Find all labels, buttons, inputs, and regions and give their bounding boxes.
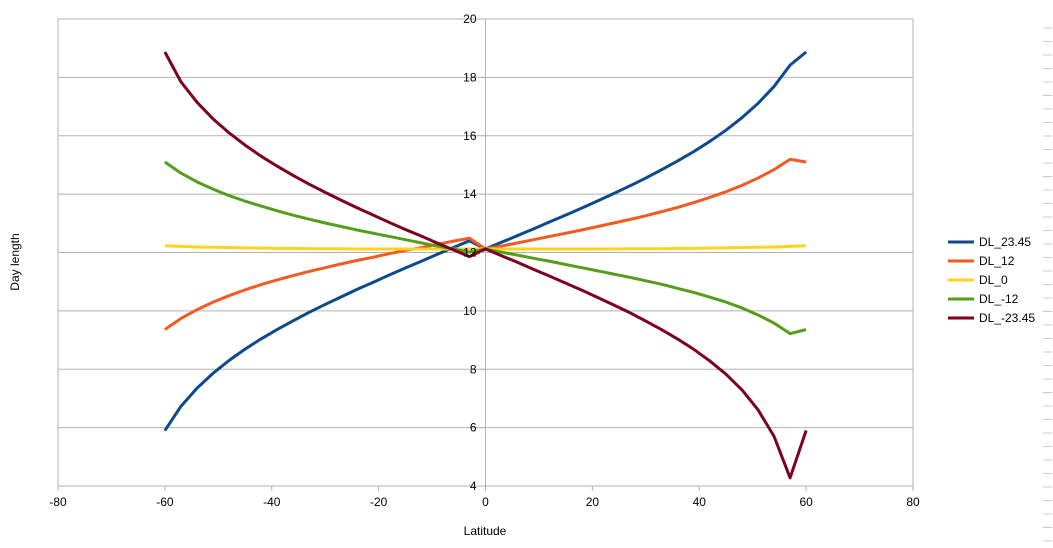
y-tick-label-1: 6 <box>470 421 477 435</box>
series-line-4 <box>163 51 808 480</box>
y-tick-label-5: 14 <box>463 187 477 201</box>
x-axis-title: Latitude <box>464 524 507 538</box>
x-tick-label-3: -20 <box>370 495 388 509</box>
y-tick-label-4: 12 <box>463 246 477 260</box>
series-lines <box>163 50 808 480</box>
y-tick-label-7: 18 <box>463 70 477 84</box>
legend-label-4: DL_-23.45 <box>979 311 1035 325</box>
legend: DL_23.45 DL_12 DL_0 DL_-12 DL_-23.45 <box>948 235 1035 325</box>
y-tick-label-3: 10 <box>463 304 477 318</box>
y-axis-title: Day length <box>8 233 22 290</box>
legend-label-3: DL_-12 <box>979 292 1019 306</box>
y-tick-label-6: 16 <box>463 129 477 143</box>
x-tick-label-1: -60 <box>156 495 174 509</box>
right-edge-marks <box>1043 27 1052 542</box>
legend-label-0: DL_23.45 <box>979 235 1031 249</box>
y-tick-label-0: 4 <box>470 479 477 493</box>
x-tick-label-8: 80 <box>906 495 920 509</box>
x-tick-label-7: 60 <box>799 495 813 509</box>
x-tick-label-0: -80 <box>49 495 67 509</box>
tick-labels: 4 6 8 10 12 14 16 18 20 -80 -60 -40 -20 0 20 40 60 80 <box>49 12 920 509</box>
legend-label-1: DL_12 <box>979 254 1015 268</box>
x-tick-label-5: 20 <box>586 495 600 509</box>
x-tick-label-2: -40 <box>263 495 281 509</box>
x-tick-label-4: 0 <box>482 495 489 509</box>
legend-label-2: DL_0 <box>979 273 1008 287</box>
y-tick-label-8: 20 <box>463 12 477 26</box>
x-tick-label-6: 40 <box>693 495 707 509</box>
y-tick-label-2: 8 <box>470 362 477 376</box>
